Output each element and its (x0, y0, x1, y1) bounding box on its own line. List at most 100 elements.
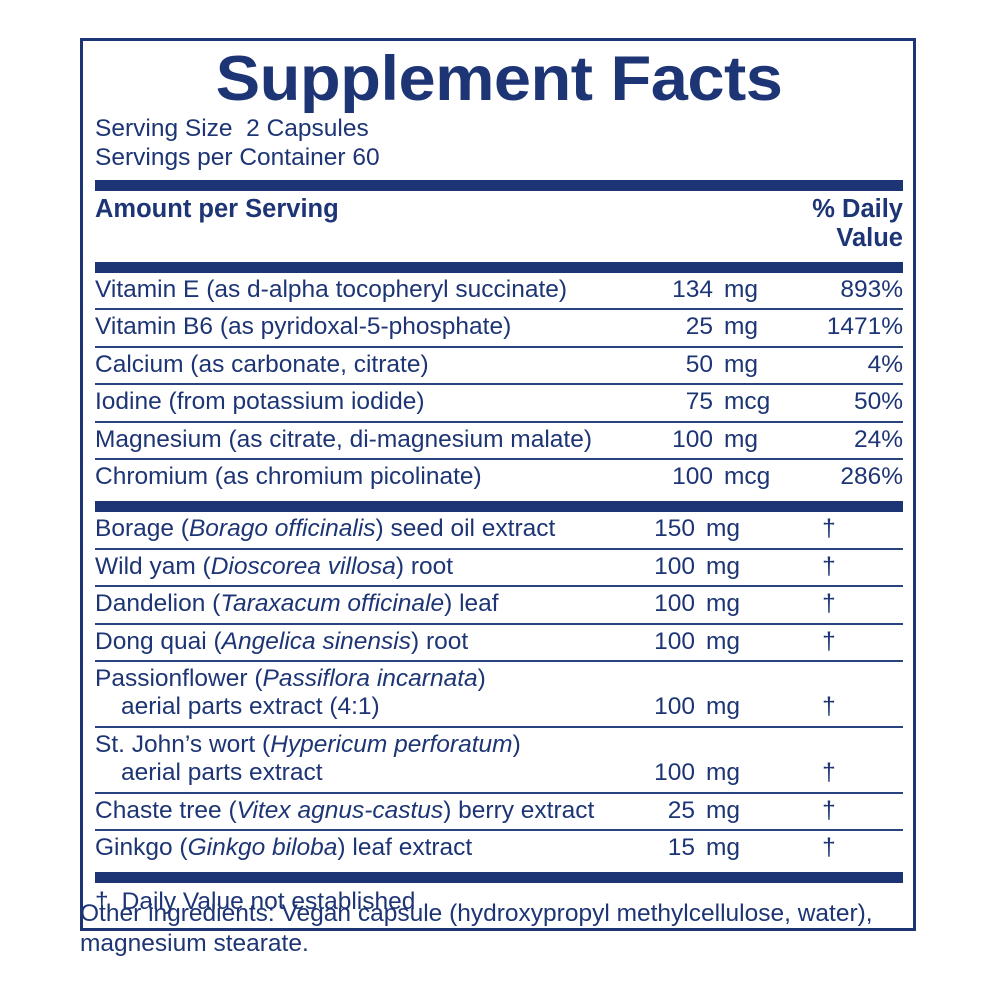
ingredient-unit: mg (724, 313, 759, 341)
ingredient-unit: mg (724, 275, 759, 303)
botanical-latin-name: Ginkgo biloba (187, 834, 338, 861)
table-row: Passionflower (Passiflora incarnata) aeri… (95, 662, 903, 726)
ingredient-amount: 100 (654, 627, 695, 655)
ingredient-name-text: Vitamin B6 (as pyridoxal-5-phosphate) (95, 313, 512, 341)
ingredient-amount: 100 (654, 759, 695, 787)
ingredient-name-text: Wild yam ( (95, 552, 211, 580)
ingredient-name-text: Borage ( (95, 515, 189, 543)
row-separator (95, 383, 903, 386)
serving-size-text: Serving Size 2 Capsules (95, 115, 369, 143)
ingredient-unit: mcg (724, 462, 771, 490)
ingredient-name-text: Magnesium (as citrate, di-magnesium mala… (95, 425, 592, 453)
amount-per-serving-header: Amount per Serving (95, 194, 339, 223)
ingredient-daily-value: 4% (867, 350, 903, 378)
ingredient-daily-value: 50% (853, 388, 903, 416)
table-row: St. John’s wort (Hypericum perforatum) ae… (95, 728, 903, 792)
ingredient-name: Ginkgo (Ginkgo biloba) leaf extract (95, 834, 603, 862)
ingredient-name-text: Ginkgo ( (95, 834, 188, 861)
ingredient-amount: 134 (672, 275, 713, 303)
ingredient-name-second-line: aerial parts extract (4:1) (121, 693, 380, 721)
ingredient-daily-value: 24% (853, 425, 903, 453)
servings-per-container-text: Servings per Container 60 (95, 144, 380, 172)
ingredient-name: Vitamin B6 (as pyridoxal-5-phosphate) (95, 313, 621, 341)
row-separator (95, 725, 903, 728)
ingredient-unit: mg (706, 627, 741, 655)
ingredient-daily-value: 286% (840, 462, 903, 490)
ingredient-name-text: Dong quai ( (95, 627, 222, 655)
footnote-text: Daily Value not established (121, 888, 416, 916)
table-row: Vitamin B6 (as pyridoxal-5-phosphate) 25 m… (95, 310, 903, 345)
ingredient-amount: 75 (685, 388, 713, 416)
table-row: Magnesium (as citrate, di-magnesium mala… (95, 423, 903, 458)
botanical-latin-name: Dioscorea villosa (210, 552, 396, 580)
ingredient-name-second-line: aerial parts extract (121, 759, 323, 787)
table-row: Wild yam (Dioscorea villosa) root 100 mg † (95, 550, 903, 585)
ingredient-amount: 150 (654, 515, 695, 543)
table-row: Chromium (as chromium picolinate) 100 mcg 2… (95, 460, 903, 495)
supplement-facts-panel: Supplement Facts Serving Size 2 Capsules… (80, 38, 916, 931)
ingredient-name: Chromium (as chromium picolinate) (95, 463, 621, 491)
ingredient-name-text: Passionflower ( (95, 664, 263, 692)
ingredient-name-text: Calcium (as carbonate, citrate) (95, 350, 429, 378)
ingredient-name: Iodine (from potassium iodide) (95, 388, 621, 416)
botanical-latin-name: Hypericum perforatum (270, 730, 513, 758)
botanical-latin-name: Passiflora incarnata (262, 664, 478, 692)
ingredient-unit: mg (706, 590, 741, 618)
table-row: Iodine (from potassium iodide) 75 mcg 50% (95, 385, 903, 420)
ingredient-name-text: St. John’s wort ( (95, 730, 271, 758)
table-row: Dong quai (Angelica sinensis) root 100 mg † (95, 625, 903, 660)
ingredient-amount: 50 (685, 350, 713, 378)
percent-daily-value-header: % Daily Value (812, 194, 903, 252)
ingredient-amount: 15 (667, 834, 695, 861)
ingredient-unit: mg (706, 693, 741, 721)
ingredient-daily-value: † (822, 759, 836, 787)
botanical-latin-name: Taraxacum officinale (220, 590, 445, 618)
ingredient-daily-value: † (822, 590, 836, 618)
dagger-icon: † (95, 888, 109, 916)
ingredient-name: Dong quai (Angelica sinensis) root (95, 628, 603, 656)
ingredient-name: Vitamin E (as d-alpha tocopheryl succina… (95, 276, 621, 304)
divider-bar-above-footnote (95, 872, 903, 884)
page-title: Supplement Facts (215, 44, 783, 114)
ingredient-name-text: Iodine (from potassium iodide) (95, 388, 425, 416)
divider-bar-between-sections (95, 501, 903, 513)
divider-bar-above-header (95, 179, 903, 191)
row-separator (95, 829, 903, 831)
ingredient-name: Borage (Borago officinalis) seed oil ext… (95, 515, 603, 543)
ingredient-name-suffix: ) leaf (444, 590, 499, 618)
ingredient-daily-value: † (822, 834, 836, 861)
row-separator (95, 547, 903, 550)
ingredient-detail-line: aerial parts extract (4:1) 100 mg † (95, 693, 903, 721)
ingredient-unit: mg (706, 796, 741, 824)
ingredient-unit: mg (706, 759, 741, 787)
divider-bar-below-header (95, 261, 903, 273)
other-ingredients-text: Other ingredients: Vegan capsule (hydrox… (80, 900, 873, 957)
ingredient-name-text: Chaste tree ( (95, 796, 237, 824)
ingredient-name: Dandelion (Taraxacum officinale) leaf (95, 590, 603, 618)
ingredient-amount: 100 (654, 590, 695, 618)
row-separator (95, 345, 903, 348)
table-row: Calcium (as carbonate, citrate) 50 mg 4% (95, 348, 903, 383)
table-row: Borage (Borago officinalis) seed oil ext… (95, 512, 903, 547)
ingredient-amount: 25 (685, 313, 713, 341)
ingredient-name: Magnesium (as citrate, di-magnesium mala… (95, 426, 621, 454)
ingredient-daily-value: † (822, 796, 836, 824)
row-separator (95, 622, 903, 625)
ingredient-name-text: Chromium (as chromium picolinate) (95, 462, 482, 490)
ingredient-amount: 100 (672, 425, 713, 453)
ingredient-amount: 25 (667, 796, 695, 824)
ingredient-name: Wild yam (Dioscorea villosa) root (95, 553, 603, 581)
table-header-row: Amount per Serving % Daily Value (95, 191, 903, 256)
nutrient-table: Vitamin E (as d-alpha tocopheryl succina… (95, 273, 903, 495)
ingredient-name-suffix: ) seed oil extract (375, 515, 556, 543)
ingredient-amount: 100 (672, 462, 713, 490)
ingredient-name: St. John’s wort (Hypericum perforatum) (95, 731, 903, 759)
ingredient-unit: mg (724, 425, 759, 453)
table-row: Dandelion (Taraxacum officinale) leaf 100… (95, 587, 903, 622)
ingredient-daily-value: † (822, 693, 836, 721)
ingredient-name-suffix: ) leaf extract (337, 834, 473, 861)
ingredient-detail-line: aerial parts extract 100 mg † (95, 759, 903, 787)
botanical-latin-name: Vitex agnus-castus (236, 796, 444, 824)
ingredient-name-suffix: ) root (395, 552, 454, 580)
ingredient-name-suffix: ) root (410, 627, 469, 655)
